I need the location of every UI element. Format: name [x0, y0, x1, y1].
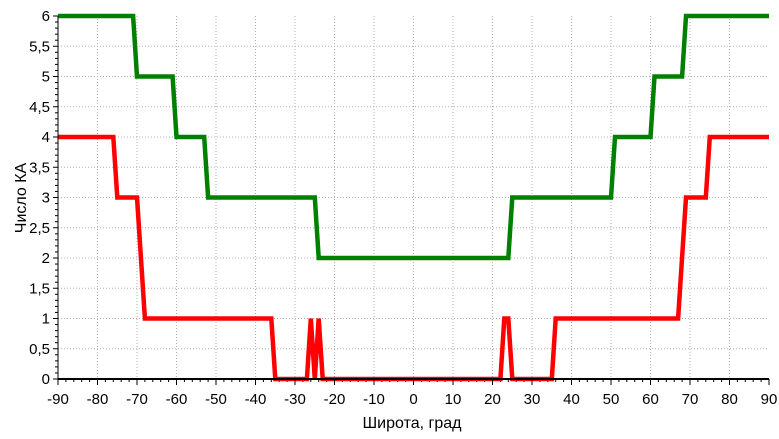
x-tick-label: 70 [682, 391, 699, 408]
x-tick-label: -80 [87, 391, 109, 408]
series-line-1 [58, 13, 769, 261]
x-tick-label: -50 [205, 391, 227, 408]
x-tick-label: 0 [409, 391, 417, 408]
x-tick-label: 90 [761, 391, 778, 408]
x-tick-label: -70 [126, 391, 148, 408]
y-axis-title: Число КА [13, 162, 30, 233]
y-tick-label: 5,5 [29, 38, 50, 55]
y-tick-label: 2 [42, 250, 50, 267]
x-tick-label: 50 [603, 391, 620, 408]
x-axis-title: Широта, град [363, 415, 463, 432]
y-tick-label: 2,5 [29, 220, 50, 237]
y-tick-label: 4,5 [29, 99, 50, 116]
y-tick-labels: 0 0,5 1 1,5 2 2,5 3 3,5 4 4,5 5 5,5 6 [29, 8, 50, 388]
y-tick-label: 3 [42, 190, 50, 207]
x-tick-label: -40 [245, 391, 267, 408]
x-tick-label: -90 [47, 391, 69, 408]
x-tick-label: 40 [563, 391, 580, 408]
y-tick-label: 1,5 [29, 280, 50, 297]
x-tick-labels: -90 -80 -70 -60 -50 -40 -30 -20 -10 0 10 20 30 40 50 60… [47, 391, 777, 408]
y-tick-label: 3,5 [29, 159, 50, 176]
grid [58, 16, 769, 379]
y-tick-label: 0,5 [29, 341, 50, 358]
x-tick-label: -60 [166, 391, 188, 408]
y-tick-label: 0 [42, 371, 50, 388]
x-tick-label: -30 [284, 391, 306, 408]
x-tick-label: 30 [524, 391, 541, 408]
y-tick-label: 6 [42, 8, 50, 25]
x-tick-label: 60 [642, 391, 659, 408]
y-tick-label: 1 [42, 311, 50, 328]
x-tick-label: -20 [324, 391, 346, 408]
axes [53, 15, 770, 385]
x-tick-label: 10 [445, 391, 462, 408]
x-tick-label: 80 [721, 391, 738, 408]
y-tick-label: 4 [42, 129, 50, 146]
x-tick-label: -10 [363, 391, 385, 408]
y-tick-label: 5 [42, 69, 50, 86]
x-tick-label: 20 [484, 391, 501, 408]
